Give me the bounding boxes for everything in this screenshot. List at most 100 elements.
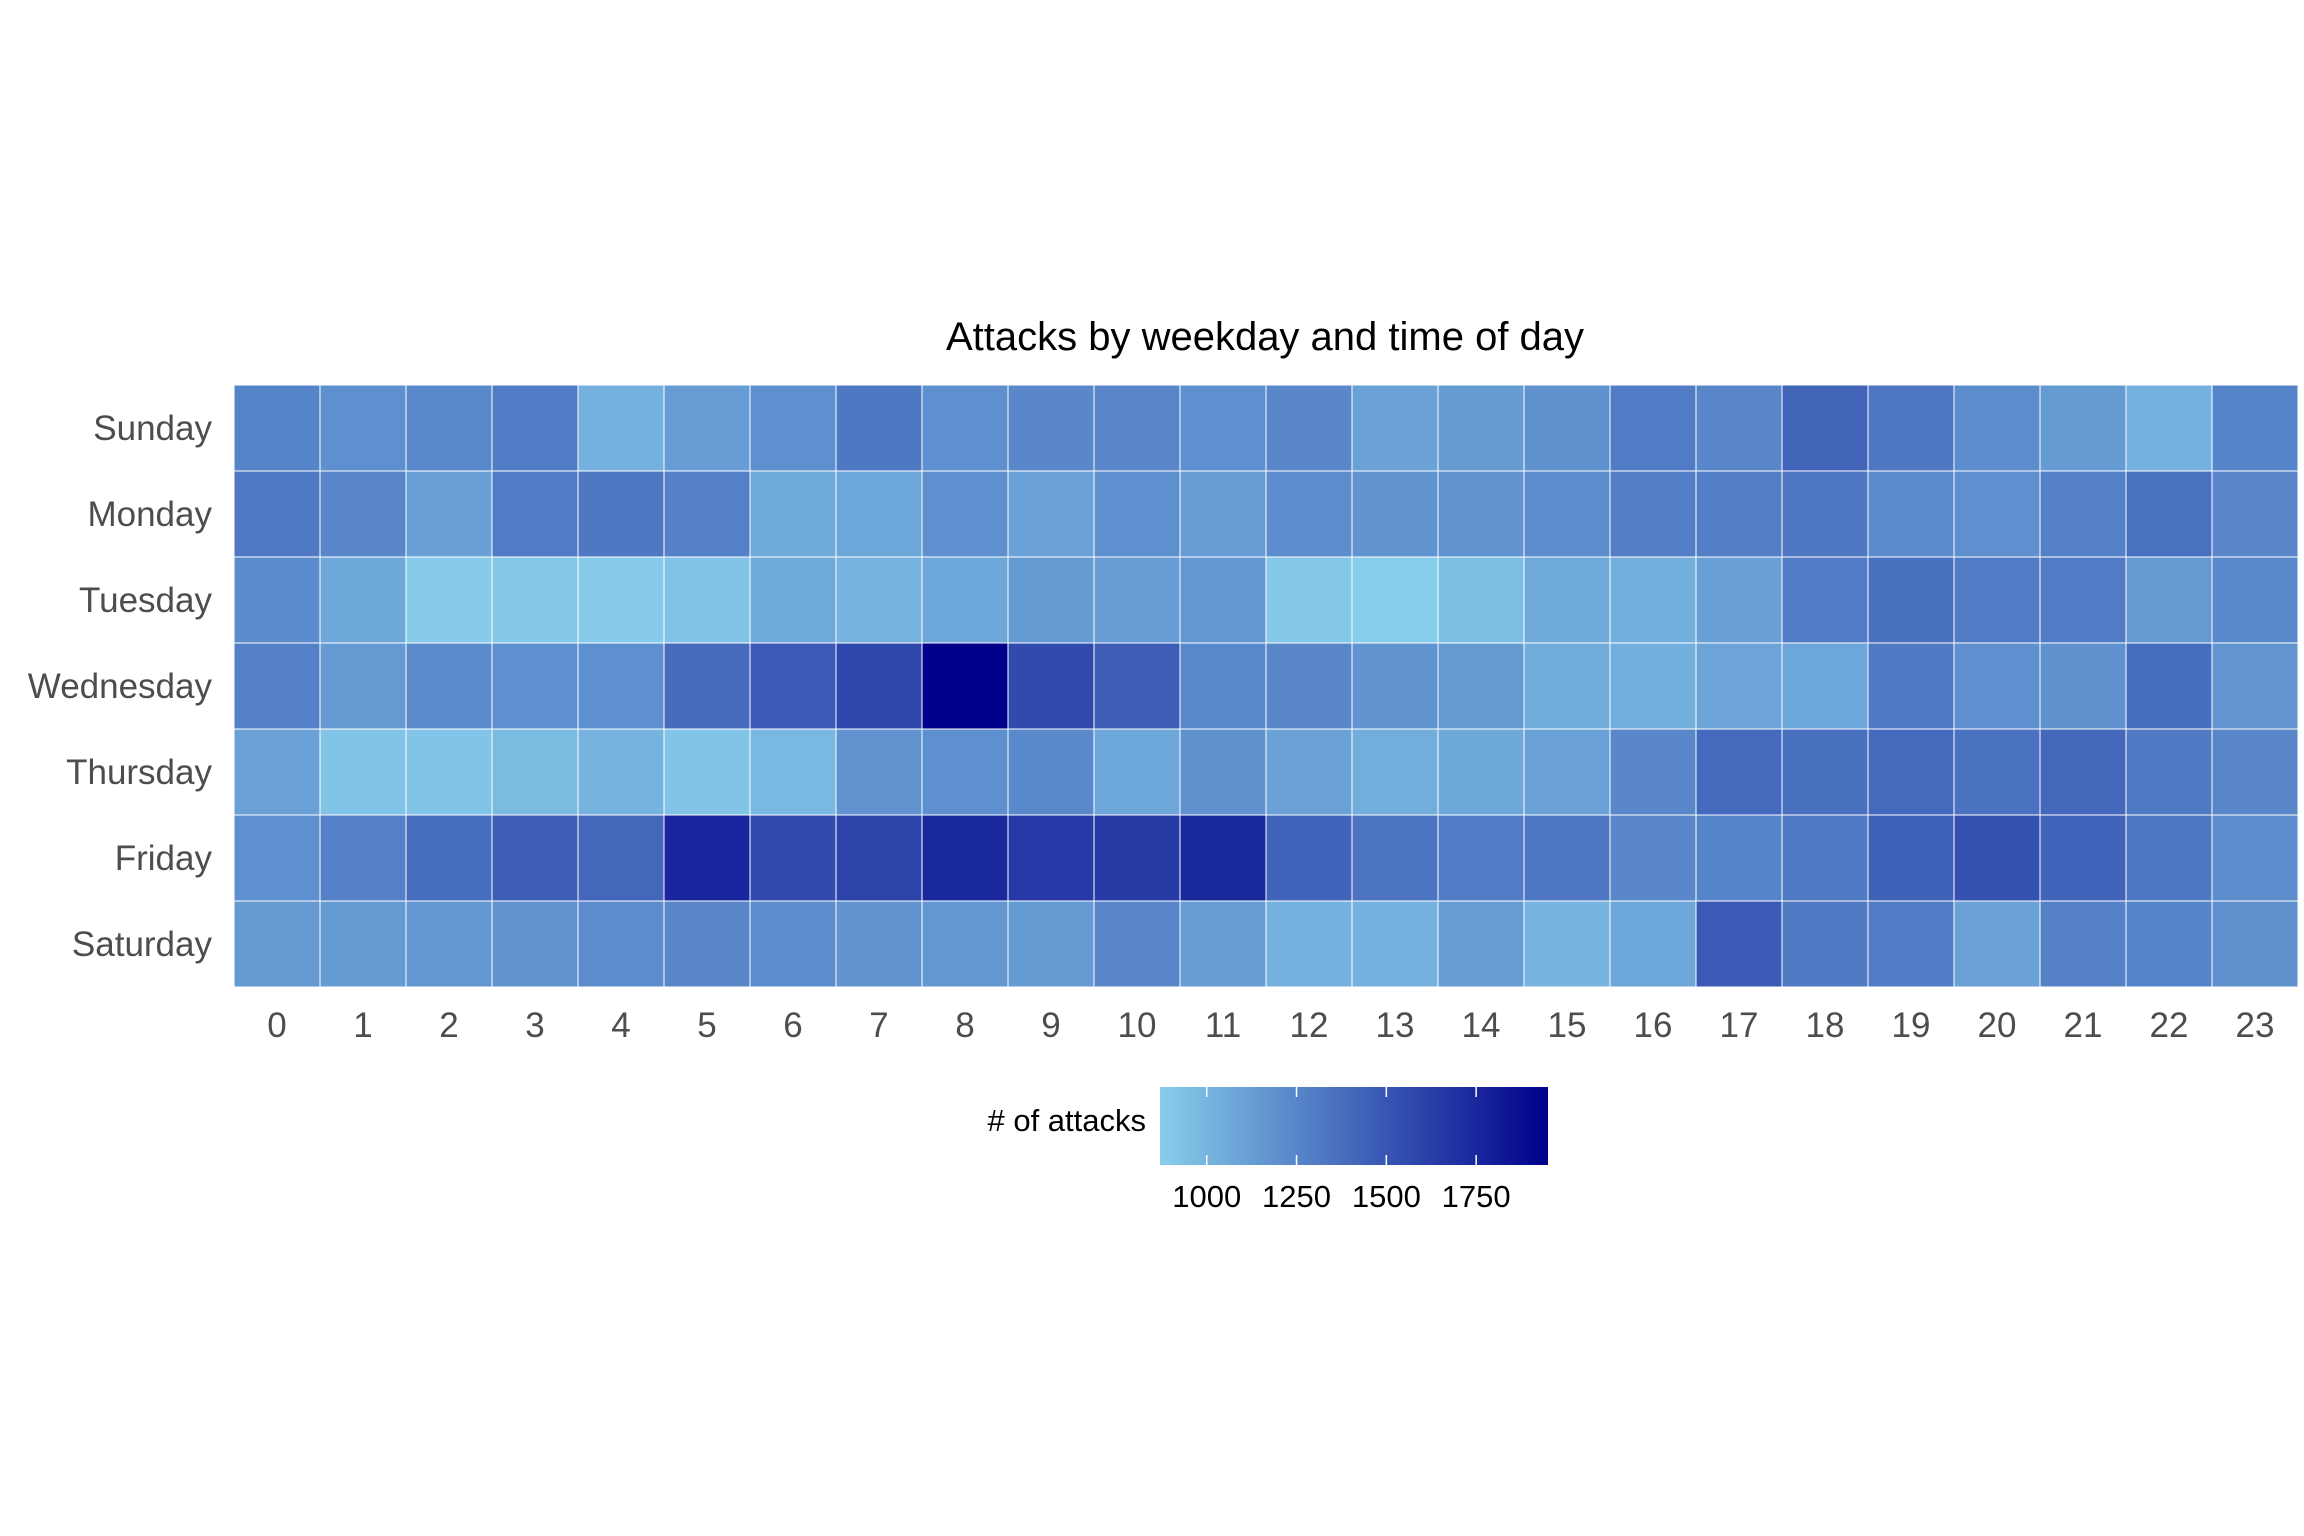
heatmap-cell <box>663 814 751 902</box>
heatmap-cell <box>233 384 321 472</box>
x-axis-labels: 0 1 2 3 4 5 6 7 8 9 10 11 12 13 14 15 16 17 18 19 20 21 22 23 <box>267 1006 2274 1045</box>
heatmap-cell <box>835 900 923 988</box>
heatmap-cell <box>1351 384 1439 472</box>
heatmap-cell <box>1781 900 1869 988</box>
heatmap-cell <box>1867 470 1955 558</box>
heatmap-cell <box>835 642 923 730</box>
x-tick-label: 8 <box>955 1006 974 1045</box>
heatmap-cell <box>491 642 579 730</box>
heatmap-cell <box>1695 556 1783 644</box>
heatmap-cell <box>1609 642 1697 730</box>
heatmap-cell <box>1007 642 1095 730</box>
x-tick-label: 16 <box>1634 1006 1673 1045</box>
heatmap-cell <box>1609 728 1697 816</box>
heatmap-cell <box>1609 556 1697 644</box>
heatmap-cell <box>749 384 837 472</box>
heatmap-cell <box>491 556 579 644</box>
heatmap-cell <box>921 384 1009 472</box>
heatmap-cell <box>1781 642 1869 730</box>
heatmap-cell <box>1953 384 2041 472</box>
heatmap-cell <box>1437 384 1525 472</box>
heatmap-cell <box>1179 470 1267 558</box>
heatmap-cell <box>319 470 407 558</box>
x-tick-label: 13 <box>1376 1006 1415 1045</box>
heatmap-cell <box>319 556 407 644</box>
x-tick-label: 0 <box>267 1006 286 1045</box>
heatmap-cell <box>491 900 579 988</box>
legend-tick-label: 1250 <box>1262 1179 1331 1214</box>
heatmap-cell <box>319 814 407 902</box>
heatmap-cell <box>1265 814 1353 902</box>
color-legend: # of attacks 1000 1250 1500 1750 <box>987 1087 1548 1214</box>
heatmap-cell <box>2211 556 2299 644</box>
heatmap-cell <box>1781 814 1869 902</box>
heatmap-cell <box>1179 900 1267 988</box>
y-tick-label: Wednesday <box>28 667 213 706</box>
x-tick-label: 12 <box>1290 1006 1329 1045</box>
heatmap-cell <box>1351 642 1439 730</box>
heatmap-cell <box>1351 556 1439 644</box>
heatmap-cell <box>2211 728 2299 816</box>
heatmap-cell <box>663 642 751 730</box>
x-tick-label: 21 <box>2064 1006 2103 1045</box>
heatmap-cell <box>921 814 1009 902</box>
heatmap-cell <box>835 384 923 472</box>
heatmap-cell <box>1093 384 1181 472</box>
heatmap-cell <box>1867 556 1955 644</box>
heatmap-cell <box>1093 900 1181 988</box>
y-tick-label: Sunday <box>93 409 212 448</box>
heatmap-cell <box>2211 642 2299 730</box>
heatmap-cell <box>233 900 321 988</box>
heatmap-cell <box>1007 900 1095 988</box>
heatmap-cell <box>233 470 321 558</box>
heatmap-cell <box>577 470 665 558</box>
heatmap-cell <box>1265 642 1353 730</box>
heatmap-cell <box>319 728 407 816</box>
heatmap-cell <box>1867 728 1955 816</box>
heatmap-cell <box>921 728 1009 816</box>
heatmap-cell <box>2039 728 2127 816</box>
heatmap-cell <box>1695 814 1783 902</box>
heatmap-cell <box>1093 814 1181 902</box>
x-tick-label: 23 <box>2236 1006 2275 1045</box>
heatmap-cell <box>577 384 665 472</box>
heatmap-cell <box>1695 642 1783 730</box>
heatmap-cell <box>1007 728 1095 816</box>
heatmap-cell <box>663 728 751 816</box>
heatmap-cell <box>921 900 1009 988</box>
legend-title: # of attacks <box>987 1103 1146 1138</box>
y-tick-label: Tuesday <box>79 581 212 620</box>
y-tick-label: Thursday <box>66 753 212 792</box>
heatmap-cell <box>1867 384 1955 472</box>
heatmap-cell <box>1179 814 1267 902</box>
heatmap-cell <box>1781 728 1869 816</box>
heatmap-cell <box>663 384 751 472</box>
x-tick-label: 17 <box>1720 1006 1759 1045</box>
heatmap-cell <box>1351 470 1439 558</box>
heatmap-cell <box>1179 642 1267 730</box>
heatmap-cell <box>2125 642 2213 730</box>
legend-tick-label: 1000 <box>1172 1179 1241 1214</box>
heatmap-cell <box>1437 556 1525 644</box>
heatmap-cell <box>1265 556 1353 644</box>
heatmap-cell <box>319 642 407 730</box>
heatmap-cell <box>749 470 837 558</box>
heatmap-cell <box>749 814 837 902</box>
heatmap-cell <box>1867 814 1955 902</box>
legend-ticks: 1000 1250 1500 1750 <box>1172 1087 1511 1214</box>
heatmap-cell <box>577 900 665 988</box>
legend-tick-label: 1500 <box>1352 1179 1421 1214</box>
heatmap-cell <box>2125 556 2213 644</box>
y-tick-label: Monday <box>87 495 212 534</box>
heatmap-cell <box>1437 900 1525 988</box>
heatmap-cell <box>749 642 837 730</box>
x-tick-label: 7 <box>869 1006 888 1045</box>
heatmap-cell <box>1351 814 1439 902</box>
legend-colorbar <box>1160 1087 1548 1165</box>
x-tick-label: 1 <box>353 1006 372 1045</box>
heatmap-cell <box>1953 470 2041 558</box>
heatmap-cell <box>491 384 579 472</box>
heatmap-cell <box>491 728 579 816</box>
heatmap-cell <box>1609 384 1697 472</box>
heatmap-cell <box>491 814 579 902</box>
